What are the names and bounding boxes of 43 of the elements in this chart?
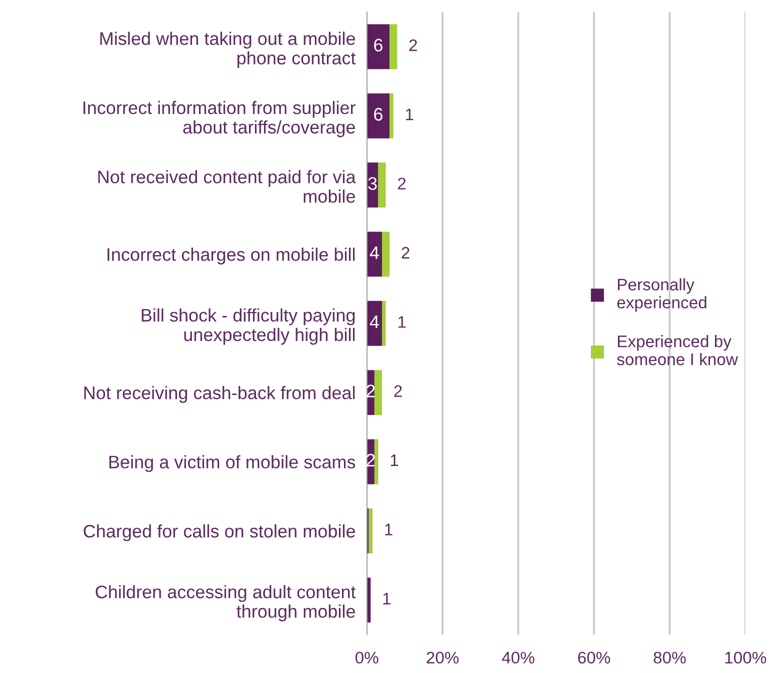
bar xyxy=(368,508,373,554)
x-tick-label: 0% xyxy=(355,652,378,664)
y-tick-label: Not received content paid for via mobile xyxy=(98,170,356,203)
data-label: 6 xyxy=(374,38,382,52)
legend-label: Personally experienced xyxy=(617,278,706,312)
bar xyxy=(374,439,378,484)
data-label: 2 xyxy=(398,178,406,190)
bar xyxy=(366,93,390,138)
bar xyxy=(390,93,394,138)
x-tick-label: 100% xyxy=(725,652,766,664)
legend-label: Experienced by someone I know xyxy=(617,335,738,366)
y-tick-label: Incorrect information from supplier about tariffs/coverage xyxy=(84,100,356,138)
data-label: 4 xyxy=(370,316,379,328)
data-label: 1 xyxy=(406,108,414,120)
x-tick-label: 20% xyxy=(426,652,459,664)
bar xyxy=(366,300,382,346)
data-label: 1 xyxy=(390,454,398,466)
bar xyxy=(374,370,382,416)
bar xyxy=(382,232,390,277)
data-label: 1 xyxy=(385,524,392,536)
data-label: 3 xyxy=(368,177,377,190)
bar xyxy=(382,300,386,346)
data-label: 2 xyxy=(402,246,410,259)
y-tick-label: Bill shock - difficulty paying unexpectedly high bill xyxy=(142,308,355,345)
bar xyxy=(366,24,390,70)
data-label: 2 xyxy=(394,385,402,397)
bar xyxy=(378,162,386,208)
y-tick-label: Incorrect charges on mobile bill xyxy=(108,248,355,264)
data-label: 4 xyxy=(370,246,379,259)
x-tick-label: 40% xyxy=(502,652,534,664)
data-label: 1 xyxy=(398,316,406,328)
x-tick-label: 60% xyxy=(578,652,610,664)
y-tick-label: Not receiving cash-back from deal xyxy=(84,386,355,403)
y-tick-label: Charged for calls on stolen mobile xyxy=(84,524,355,542)
bar xyxy=(366,232,382,277)
y-tick-label: Misled when taking out a mobile phone contract xyxy=(100,32,356,68)
data-label: 1 xyxy=(383,592,390,604)
y-tick-label: Children accessing adult content through mobile xyxy=(96,585,356,622)
y-tick-label: Being a victim of mobile scams xyxy=(109,455,356,472)
data-label: 6 xyxy=(374,108,382,121)
x-tick-label: 80% xyxy=(654,652,686,664)
data-label: 2 xyxy=(409,39,417,52)
bar xyxy=(390,24,398,70)
